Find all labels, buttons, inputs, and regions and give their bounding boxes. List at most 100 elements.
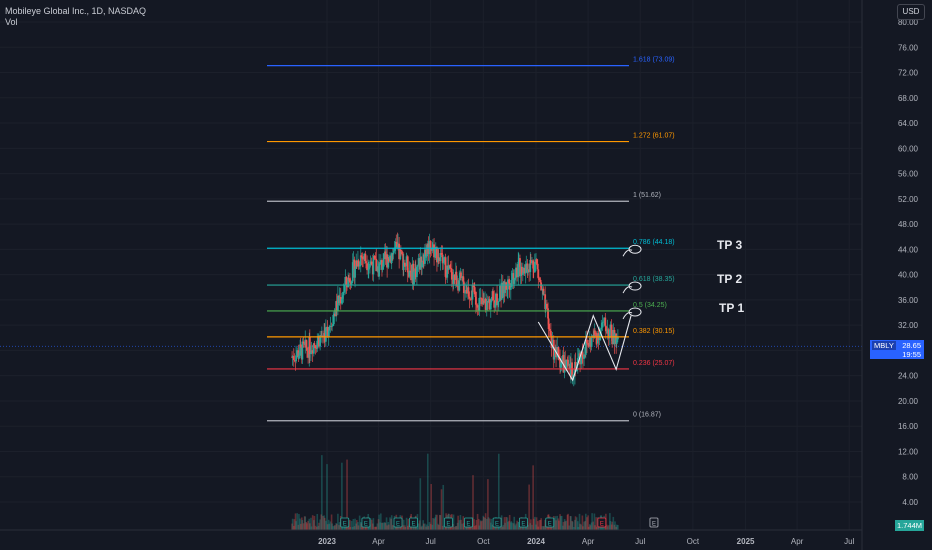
volume-bar	[422, 523, 425, 530]
candle-body	[344, 276, 347, 286]
candle-body	[339, 297, 342, 304]
target-arrow	[622, 312, 633, 320]
candle-body	[387, 258, 390, 268]
volume-bar	[372, 523, 374, 530]
candle-body	[369, 261, 372, 265]
fib-level-label: 0.786 (44.18)	[633, 239, 675, 246]
candle-body	[379, 262, 382, 264]
volume-bar	[442, 484, 445, 530]
volume-bar	[402, 525, 404, 530]
candle-body	[404, 265, 407, 267]
candle-body	[331, 325, 334, 327]
volume-bar	[381, 522, 383, 530]
candle-body	[410, 272, 413, 281]
volume-bar	[360, 523, 363, 530]
candle-body	[409, 270, 412, 273]
candle-body	[355, 260, 358, 267]
earnings-marker	[597, 517, 607, 528]
candle-body	[324, 327, 327, 342]
volume-bar	[440, 489, 443, 530]
x-tick-label: 2024	[527, 537, 545, 546]
volume-bar	[606, 526, 609, 530]
volume-bar	[497, 524, 500, 530]
candle-body	[559, 363, 562, 368]
volume-bar	[433, 518, 435, 530]
candle-body	[453, 274, 456, 281]
candle-body	[298, 355, 300, 359]
candle-body	[549, 330, 552, 336]
price-tag-symbol: MBLY	[872, 341, 896, 350]
candle-body	[314, 345, 317, 349]
candle-body	[509, 287, 512, 290]
volume-bar	[396, 525, 399, 530]
candle-body	[610, 324, 613, 337]
volume-bar	[372, 518, 375, 530]
volume-bar	[483, 516, 485, 530]
candle-body	[351, 262, 354, 282]
volume-bar	[428, 522, 431, 530]
candle-body	[536, 263, 539, 270]
volume-bar	[589, 524, 591, 530]
volume-bar	[492, 524, 494, 530]
candle-body	[583, 354, 585, 359]
candle-body	[616, 337, 619, 340]
volume-bar	[538, 520, 541, 530]
volume-bar	[439, 514, 441, 530]
candle-body	[346, 284, 348, 288]
candle-body	[595, 336, 598, 344]
candle-body	[529, 260, 532, 264]
volume-bar	[317, 525, 320, 530]
candle-body	[487, 299, 490, 303]
earnings-marker	[393, 517, 403, 528]
candle-body	[428, 241, 431, 255]
volume-bar	[566, 514, 569, 530]
candle-body	[446, 265, 449, 278]
candle-body	[520, 266, 523, 275]
candle-body	[524, 264, 527, 274]
candle-body	[417, 258, 420, 266]
candle-body	[529, 260, 532, 273]
volume-bar	[585, 513, 587, 530]
fibonacci-retracement: 1.618 (73.09) 1.272 (61.07) 1 (51.62) 0.786…	[267, 57, 675, 422]
volume-bar	[455, 526, 457, 530]
x-tick-label: Oct	[477, 537, 490, 546]
volume-bar	[508, 514, 511, 530]
candle-body	[364, 253, 367, 262]
earnings-marker	[649, 517, 659, 528]
target-arrow	[622, 249, 633, 257]
x-tick-label: Jul	[426, 537, 436, 546]
volume-bar	[350, 520, 353, 530]
candle-body	[547, 308, 549, 319]
candle-body	[403, 262, 406, 266]
volume-bar	[359, 521, 362, 530]
candle-body	[559, 357, 561, 368]
volume-bar	[612, 516, 615, 530]
candle-body	[584, 339, 587, 355]
volume-bar	[432, 517, 434, 530]
volume-bar	[512, 523, 515, 530]
candle-body	[474, 291, 477, 305]
candle-body	[516, 267, 519, 278]
candle-body	[533, 261, 536, 273]
candle-body	[543, 294, 545, 296]
y-tick-label: 52.00	[898, 195, 919, 204]
volume-bar	[502, 524, 505, 530]
candle-body	[461, 276, 464, 278]
volume-bar	[413, 525, 415, 530]
volume-bar	[530, 519, 532, 530]
tp2-label: TP 2	[717, 272, 743, 286]
candle-body	[358, 265, 361, 267]
volume-bar	[369, 518, 372, 530]
candle-body	[293, 360, 296, 361]
candle-body	[478, 297, 481, 312]
volume-bar	[510, 522, 512, 530]
candle-body	[291, 356, 293, 358]
volume-bar	[580, 524, 583, 530]
volume-bar	[390, 518, 392, 530]
candle-body	[381, 260, 383, 270]
volume-bar	[570, 516, 572, 530]
candle-body	[399, 249, 402, 252]
candle-body	[329, 326, 332, 327]
currency-button[interactable]: USD	[897, 4, 925, 20]
